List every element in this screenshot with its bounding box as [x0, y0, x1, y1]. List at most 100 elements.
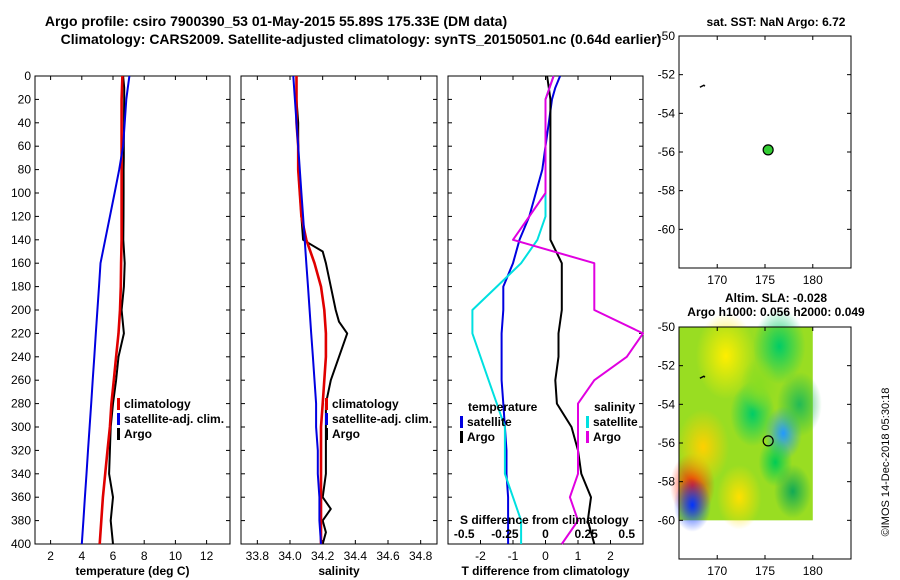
temperature-x-tick-label: 12 [200, 549, 214, 563]
temperature-series-satellite-adj-clim [80, 75, 131, 545]
sla-map-lon-tick-label: 180 [803, 564, 823, 578]
temperature-legend-swatch-climatology [117, 398, 120, 410]
salinity-panel: 33.8 34.0 34.2 34.4 34.6 34.8 salinity climatol… [240, 75, 438, 578]
depth-tick-label: 340 [11, 467, 31, 481]
temperature-legend-argo: Argo [124, 427, 152, 441]
s-difference-tick-label: 0.5 [618, 527, 635, 541]
sla-map-title: Altim. SLA: -0.028 [725, 291, 827, 305]
sla-map-lat-tick-label: -50 [658, 320, 676, 334]
sst-map-lat-tick-label: -50 [658, 29, 676, 43]
salinity-legend-argo: Argo [332, 427, 360, 441]
salinity-legend-swatch-climatology [325, 398, 328, 410]
sla-field-anomaly [716, 464, 762, 530]
depth-tick-label: 360 [11, 490, 31, 504]
difference-x-tick-label: -1 [508, 549, 519, 563]
depth-tick-label: 320 [11, 443, 31, 457]
legend-s-swatch-satellite [586, 416, 589, 428]
depth-tick-label: 300 [11, 420, 31, 434]
temperature-panel: 0 20 40 60 80 100 120 140 160 180 200 220 240 260 280 3… [11, 69, 231, 578]
difference-x-tick-label: 0 [542, 549, 549, 563]
difference-series-t-argo [546, 75, 596, 545]
sst-map-lat-tick-label: -54 [658, 106, 676, 120]
s-difference-tick-label: -0.5 [454, 527, 475, 541]
sst-map-lon-tick-label: 180 [803, 273, 823, 287]
sst-map-lon-tick-label: 175 [755, 273, 775, 287]
salinity-x-tick-label: 34.2 [311, 549, 335, 563]
sla-map-lat-tick-label: -52 [658, 359, 676, 373]
difference-x-tick-label: -2 [475, 549, 486, 563]
legend-t-swatch-argo [460, 431, 463, 443]
depth-tick-label: 380 [11, 514, 31, 528]
salinity-x-tick-label: 33.8 [246, 549, 270, 563]
sst-map-lat-tick-label: -58 [658, 184, 676, 198]
depth-tick-label: 200 [11, 303, 31, 317]
salinity-legend-swatch-satellite-adj-clim [325, 413, 328, 425]
sla-map-panel: -50 -52 -54 -56 -58 -60 170 175 180 [658, 308, 852, 578]
depth-tick-label: 60 [18, 139, 32, 153]
legend-t-swatch-satellite [460, 416, 463, 428]
sla-map-lat-tick-label: -56 [658, 436, 676, 450]
salinity-legend-swatch-argo [325, 428, 328, 440]
salinity-x-tick-label: 34.6 [376, 549, 400, 563]
sla-map-argo-marker [762, 435, 774, 447]
depth-tick-label: 220 [11, 326, 31, 340]
temperature-x-tick-label: 6 [110, 549, 117, 563]
sla-map-lon-tick-label: 175 [755, 564, 775, 578]
temperature-x-tick-label: 10 [169, 549, 183, 563]
title-line-1: Argo profile: csiro 7900390_53 01-May-20… [45, 13, 507, 29]
sla-map-lat-tick-label: -58 [658, 475, 676, 489]
depth-tick-label: 20 [18, 92, 32, 106]
temperature-frame [34, 75, 231, 545]
legend-t-satellite: satellite [467, 415, 512, 429]
salinity-x-axis-label: salinity [318, 564, 360, 578]
sla-field-anomaly [776, 371, 822, 437]
sla-map-subtitle: Argo h1000: 0.056 h2000: 0.049 [687, 305, 865, 319]
depth-tick-label: 140 [11, 233, 31, 247]
sla-field-anomaly [676, 408, 730, 485]
depth-tick-label: 280 [11, 397, 31, 411]
sst-map-title: sat. SST: NaN Argo: 6.72 [707, 15, 846, 29]
s-difference-axis-label: S difference from climatology [460, 513, 629, 527]
depth-tick-label: 0 [24, 69, 31, 83]
s-difference-tick-label: -0.25 [491, 527, 519, 541]
sla-field-anomaly [773, 464, 812, 519]
legend-s-argo: Argo [593, 430, 621, 444]
depth-tick-label: 40 [18, 116, 32, 130]
depth-tick-label: 240 [11, 350, 31, 364]
legend-salinity-title: salinity [594, 400, 636, 414]
salinity-series-satellite-adj-clim [292, 75, 322, 545]
sla-map-lat-tick-label: -54 [658, 397, 676, 411]
temperature-legend-swatch-argo [117, 428, 120, 440]
sla-map-lon-tick-label: 170 [707, 564, 727, 578]
depth-tick-label: 180 [11, 280, 31, 294]
difference-series-s-argo [512, 75, 644, 545]
depth-tick-label: 80 [18, 163, 32, 177]
title-line-2: Climatology: CARS2009. Satellite-adjuste… [61, 31, 662, 47]
sla-field-anomaly [695, 312, 756, 400]
salinity-x-tick-label: 34.4 [344, 549, 368, 563]
legend-s-swatch-argo [586, 431, 589, 443]
depth-tick-label: 120 [11, 209, 31, 223]
depth-tick-label: 100 [11, 186, 31, 200]
salinity-legend-satellite-adj-clim: satellite-adj. clim. [332, 412, 432, 426]
temperature-x-tick-label: 8 [141, 549, 148, 563]
temperature-legend-climatology: climatology [124, 397, 191, 411]
difference-x-axis-label: T difference from climatology [461, 564, 629, 578]
temperature-legend-satellite-adj-clim: satellite-adj. clim. [124, 412, 224, 426]
sst-map-lon-tick-label: 170 [707, 273, 727, 287]
legend-temperature-title: temperature [468, 400, 538, 414]
temperature-x-tick-label: 4 [78, 549, 85, 563]
sst-map-lat-tick-label: -52 [658, 68, 676, 82]
depth-tick-label: 400 [11, 537, 31, 551]
sla-field-anomaly [740, 357, 778, 413]
salinity-x-tick-label: 34.0 [278, 549, 302, 563]
depth-tick-label: 160 [11, 256, 31, 270]
salinity-frame [240, 75, 438, 545]
legend-s-satellite: satellite [593, 415, 638, 429]
salinity-x-tick-label: 34.8 [409, 549, 433, 563]
temperature-legend-swatch-satellite-adj-clim [117, 413, 120, 425]
salinity-legend-climatology: climatology [332, 397, 399, 411]
s-difference-tick-label: 0 [542, 527, 549, 541]
sst-map-coastline-mark [699, 84, 706, 88]
